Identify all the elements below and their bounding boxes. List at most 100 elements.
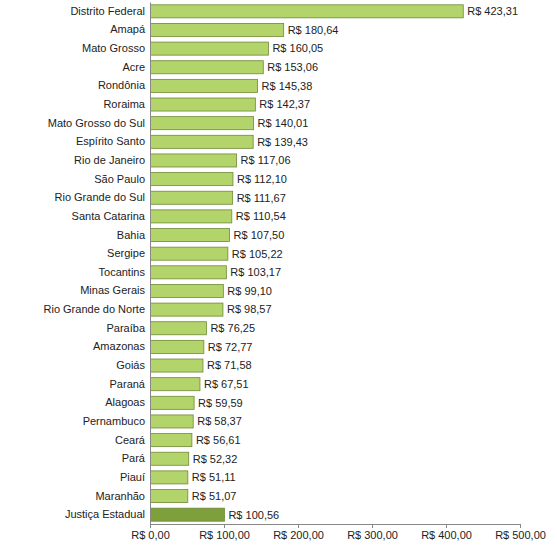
bar [150,154,237,167]
bar [150,508,224,521]
y-tick: Piauí [120,471,145,483]
y-tick: Paraíba [106,322,145,334]
data-label: R$ 51,11 [192,471,236,483]
data-label: R$ 111,67 [237,192,286,204]
y-axis-line [150,3,151,525]
bar [150,378,200,391]
y-tick: Rio Grande do Sul [55,191,146,203]
y-tick: Bahia [117,229,146,241]
y-tick: Rio de Janeiro [74,154,145,166]
data-label: R$ 117,06 [241,154,291,166]
y-tick: São Paulo [94,173,145,185]
y-tick-label: Acre [122,61,145,73]
data-label: R$ 160,05 [272,42,323,54]
x-tick-label: R$ 400,00 [421,529,472,541]
bar [150,359,203,372]
data-label: R$ 56,61 [196,434,241,446]
y-tick-label: Ceará [115,434,146,446]
y-tick: Espírito Santo [76,135,145,147]
bar [150,229,230,242]
y-tick-label: Rio de Janeiro [74,154,145,166]
x-tick-label: R$ 0,00 [131,529,170,541]
x-tick: R$ 0,00 [131,524,170,541]
bar [150,42,268,55]
data-label: R$ 112,10 [237,173,287,185]
x-tick-mark [520,524,521,528]
data-label: R$ 153,06 [267,61,318,73]
y-tick: Santa Catarina [72,210,146,222]
data-label: R$ 100,56 [228,509,279,521]
bar [150,210,232,223]
data-label: R$ 76,25 [210,322,255,334]
bar [150,396,194,409]
y-tick: Alagoas [105,396,145,408]
y-tick: Roraima [103,98,145,110]
y-tick: Paraná [110,378,146,390]
data-label: R$ 71,58 [207,359,252,371]
plot: R$ 423,31R$ 180,64R$ 160,05R$ 153,06R$ 1… [44,3,546,541]
bar [150,98,255,111]
bar [150,434,192,447]
bar [150,284,223,297]
bar [150,266,226,279]
data-label: R$ 99,10 [227,285,272,297]
data-label: R$ 51,07 [192,490,237,502]
x-tick-mark [298,524,299,528]
y-tick: Distrito Federal [70,5,145,17]
y-tick-label: Roraima [103,98,145,110]
y-tick: Rondônia [98,79,146,91]
y-tick-label: Tocantins [99,266,146,278]
y-tick-label: Amazonas [93,340,145,352]
bar [150,340,204,353]
bar [150,23,284,36]
y-tick-label: Amapá [110,23,146,35]
y-tick-label: Mato Grosso [82,42,145,54]
y-tick-label: Piauí [120,471,145,483]
x-axis: R$ 0,00R$ 100,00R$ 200,00R$ 300,00R$ 400… [131,524,546,541]
x-tick: R$ 400,00 [421,524,472,541]
bar [150,415,193,428]
x-tick-mark [446,524,447,528]
y-tick-label: Justiça Estadual [65,508,145,520]
bar [150,79,258,92]
y-tick-label: Paraná [110,378,146,390]
data-label: R$ 52,32 [193,453,238,465]
x-axis-line [151,525,521,529]
data-label: R$ 58,37 [197,415,242,427]
bar [150,247,228,260]
bar [150,135,253,148]
y-tick: Pernambuco [83,415,145,427]
y-tick-label: São Paulo [94,173,145,185]
y-tick-label: Pará [122,452,146,464]
bars [150,5,463,521]
data-label: R$ 110,54 [236,210,286,222]
y-tick: Sergipe [107,247,145,259]
data-label: R$ 105,22 [232,248,283,260]
bar [150,173,233,186]
data-label: R$ 72,77 [208,341,253,353]
y-tick: Pará [122,452,146,464]
x-tick-label: R$ 300,00 [347,529,398,541]
bar [150,452,189,465]
y-tick-label: Sergipe [107,247,145,259]
y-tick: Minas Gerais [80,284,145,296]
bar [150,490,188,503]
y-tick: Maranhão [95,490,145,502]
x-tick-label: R$ 500,00 [495,529,546,541]
y-tick-label: Distrito Federal [70,5,145,17]
y-tick: Mato Grosso do Sul [48,117,145,129]
y-tick: Tocantins [99,266,146,278]
chart: R$ 423,31R$ 180,64R$ 160,05R$ 153,06R$ 1… [0,0,557,552]
bar [150,322,206,335]
y-tick-label: Mato Grosso do Sul [48,117,145,129]
y-tick: Justiça Estadual [65,508,145,520]
x-tick-mark [372,524,373,528]
y-tick-label: Goiás [116,359,145,371]
y-tick-label: Paraíba [106,322,145,334]
y-tick-label: Rio Grande do Sul [55,191,146,203]
x-tick-mark [224,524,225,528]
data-label: R$ 98,57 [227,303,272,315]
y-tick-label: Maranhão [95,490,145,502]
data-label: R$ 140,01 [258,117,309,129]
y-tick-label: Santa Catarina [72,210,146,222]
